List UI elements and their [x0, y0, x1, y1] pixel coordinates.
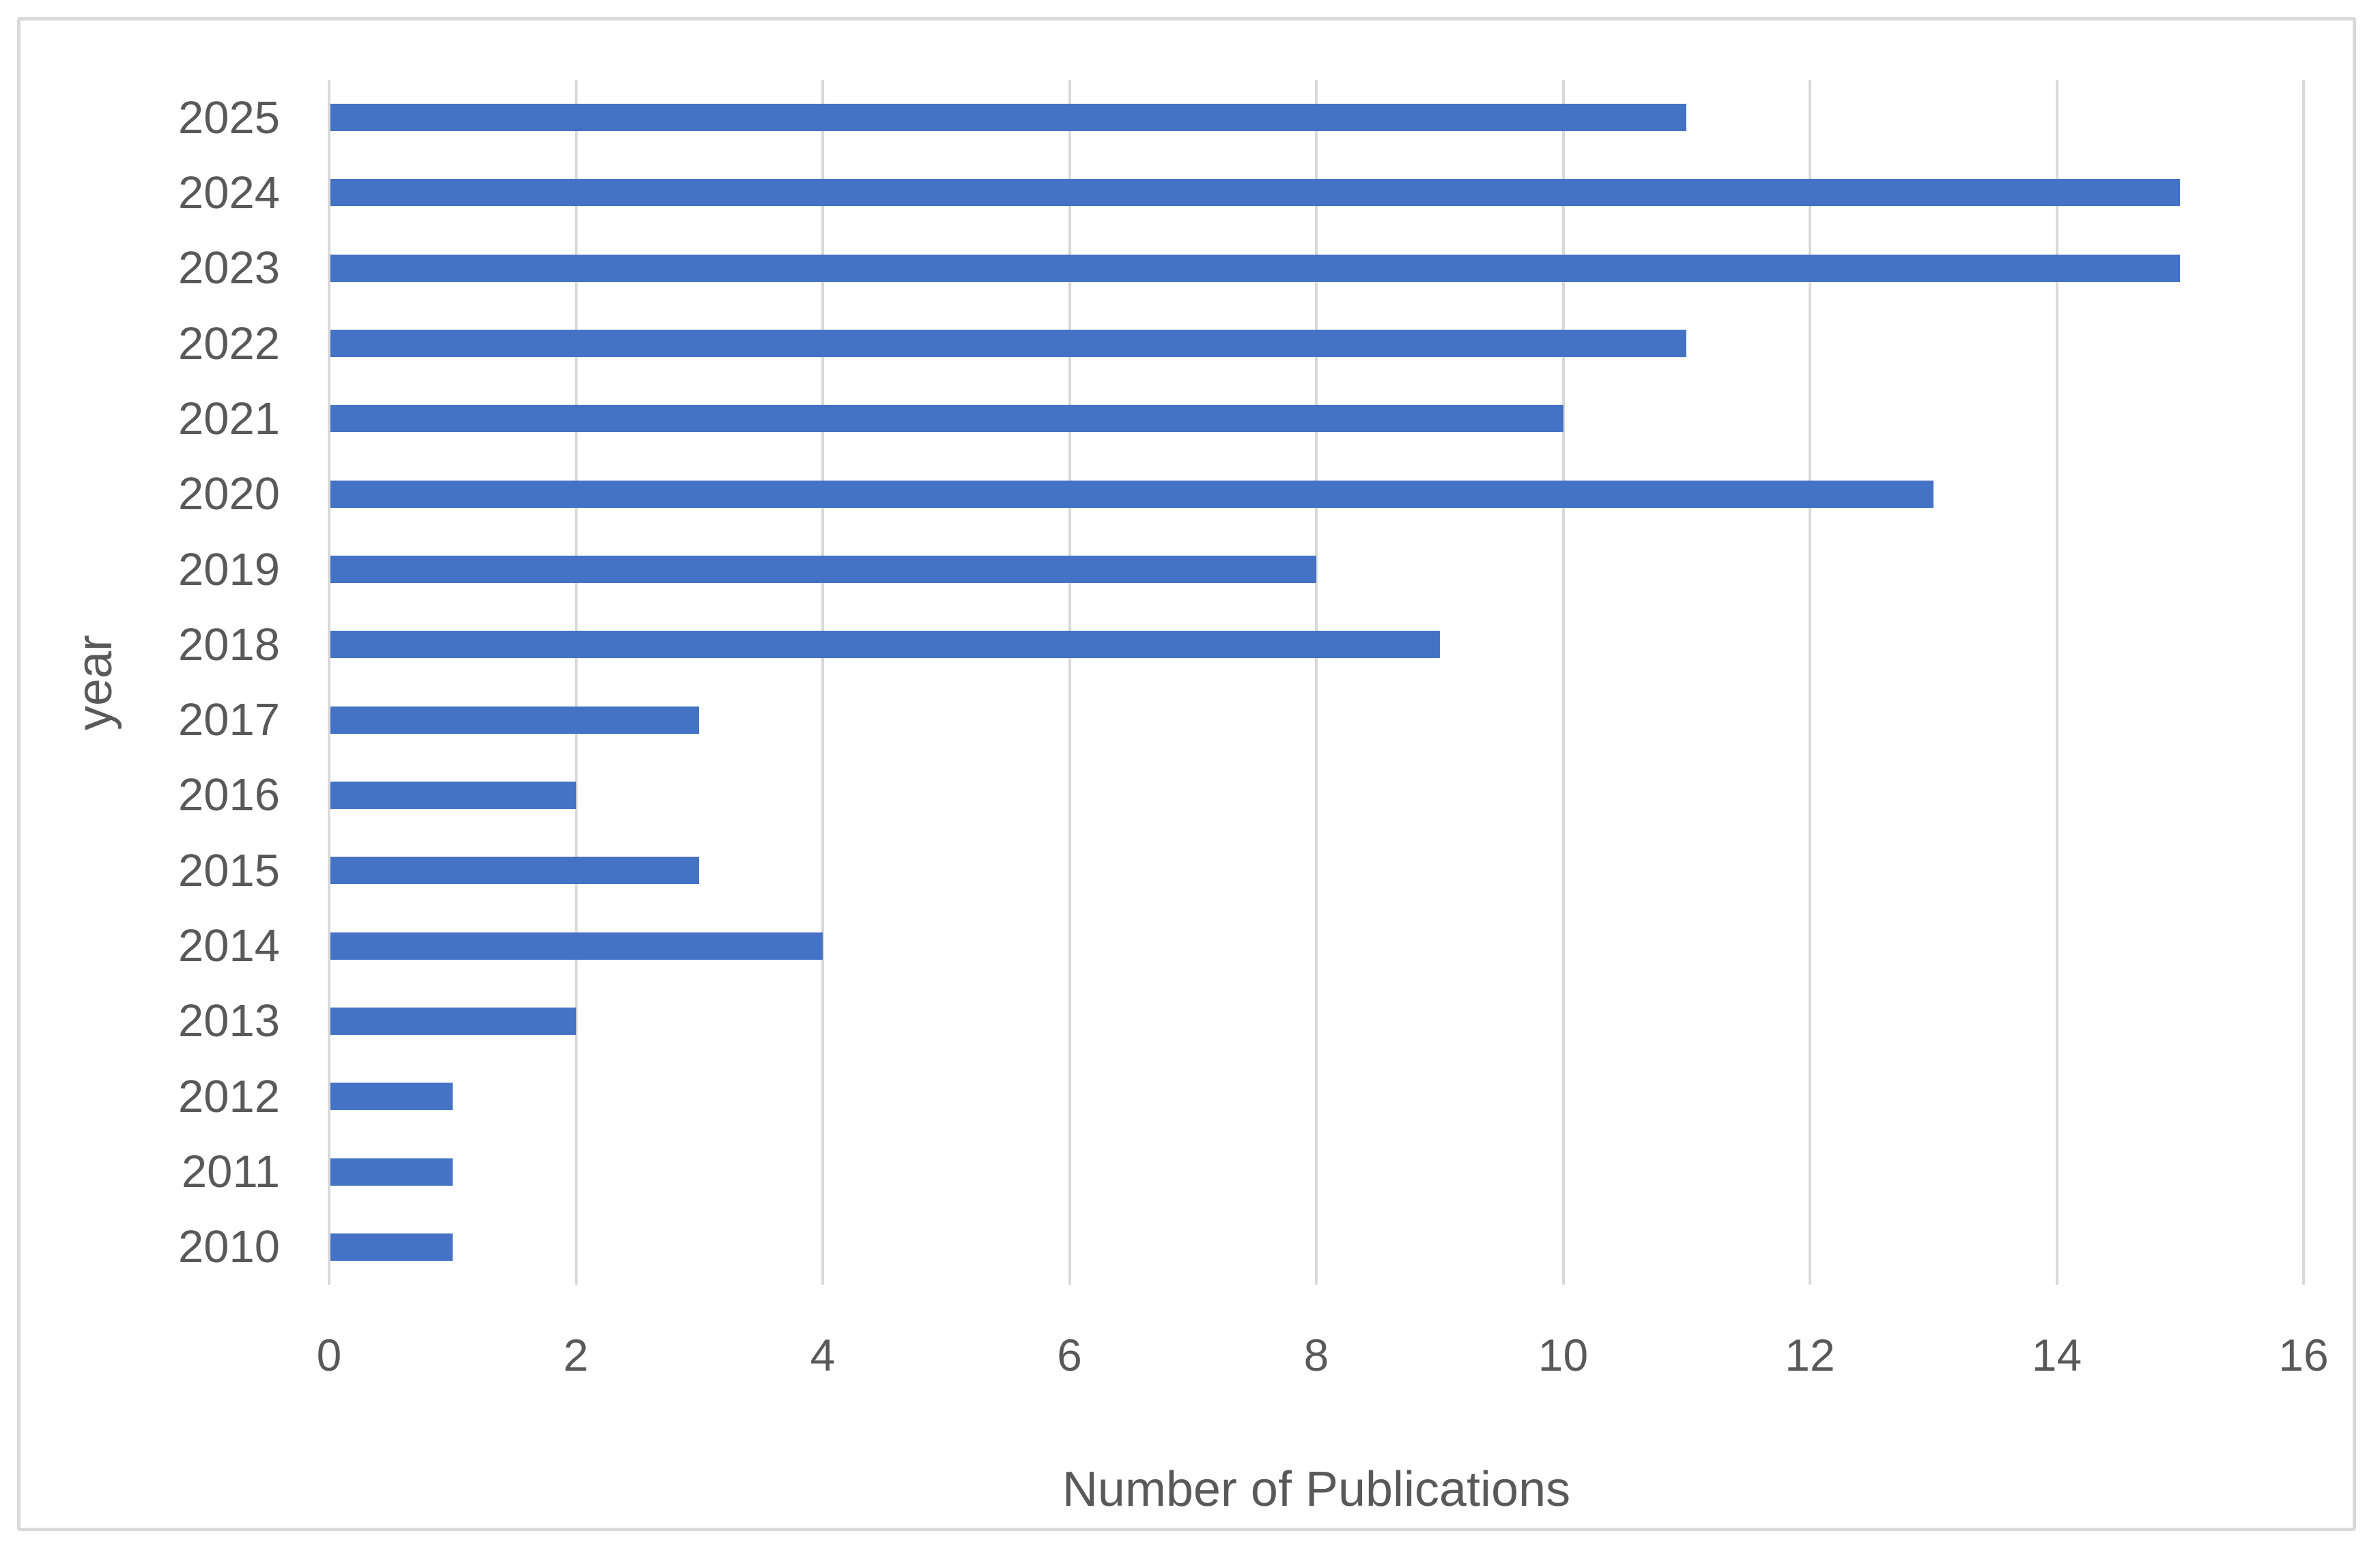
- bar-2013: [330, 1007, 576, 1035]
- plot-area: [328, 80, 2305, 1285]
- x-tick-label-0: 0: [316, 1330, 342, 1380]
- bar-2019: [330, 556, 1316, 584]
- x-tick-label-16: 16: [2278, 1330, 2329, 1380]
- gridline-16: [2302, 80, 2305, 1285]
- bar-2018: [330, 631, 1440, 659]
- y-axis-label-2021: 2021: [178, 393, 280, 444]
- y-axis-label-2010: 2010: [178, 1221, 280, 1273]
- y-axis-label-2017: 2017: [178, 694, 280, 746]
- y-axis-label-2024: 2024: [178, 167, 280, 218]
- y-axis-label-2013: 2013: [178, 995, 280, 1047]
- y-axis-label-2014: 2014: [178, 920, 280, 972]
- bar-2015: [330, 857, 700, 885]
- x-tick-label-14: 14: [2031, 1330, 2082, 1380]
- bar-2023: [330, 254, 2181, 282]
- bar-2012: [330, 1083, 453, 1111]
- x-tick-label-10: 10: [1538, 1330, 1589, 1380]
- y-axis-label-2025: 2025: [178, 91, 280, 143]
- gridline-8: [1315, 80, 1318, 1285]
- gridline-14: [2055, 80, 2058, 1285]
- y-axis-label-2018: 2018: [178, 618, 280, 670]
- x-tick-label-2: 2: [563, 1330, 589, 1380]
- y-axis-label-2015: 2015: [178, 844, 280, 896]
- y-axis-label-2020: 2020: [178, 468, 280, 520]
- x-tick-label-8: 8: [1303, 1330, 1329, 1380]
- bar-2011: [330, 1158, 453, 1186]
- bar-2010: [330, 1233, 453, 1261]
- bar-2016: [330, 781, 576, 809]
- x-axis-title: Number of Publications: [1062, 1462, 1571, 1517]
- x-tick-label-12: 12: [1785, 1330, 1835, 1380]
- bar-2014: [330, 932, 823, 960]
- x-tick-label-4: 4: [810, 1330, 836, 1380]
- y-axis-label-2012: 2012: [178, 1070, 280, 1122]
- bar-2025: [330, 104, 1687, 132]
- bar-2020: [330, 480, 1933, 508]
- bar-2024: [330, 179, 2181, 207]
- y-axis-title: year: [68, 634, 122, 731]
- y-axis-label-2023: 2023: [178, 242, 280, 294]
- gridline-6: [1068, 80, 1071, 1285]
- gridline-4: [821, 80, 824, 1285]
- gridline-12: [1809, 80, 1811, 1285]
- x-tick-label-6: 6: [1057, 1330, 1082, 1380]
- gridline-2: [574, 80, 578, 1285]
- y-axis-label-2016: 2016: [178, 769, 280, 821]
- gridline-0: [328, 80, 330, 1285]
- gridline-10: [1561, 80, 1565, 1285]
- y-axis-label-2022: 2022: [178, 317, 280, 369]
- bar-2021: [330, 405, 1563, 433]
- y-axis-label-2011: 2011: [181, 1146, 280, 1198]
- bar-2022: [330, 330, 1687, 358]
- bar-2017: [330, 706, 700, 734]
- y-axis-label-2019: 2019: [178, 543, 280, 595]
